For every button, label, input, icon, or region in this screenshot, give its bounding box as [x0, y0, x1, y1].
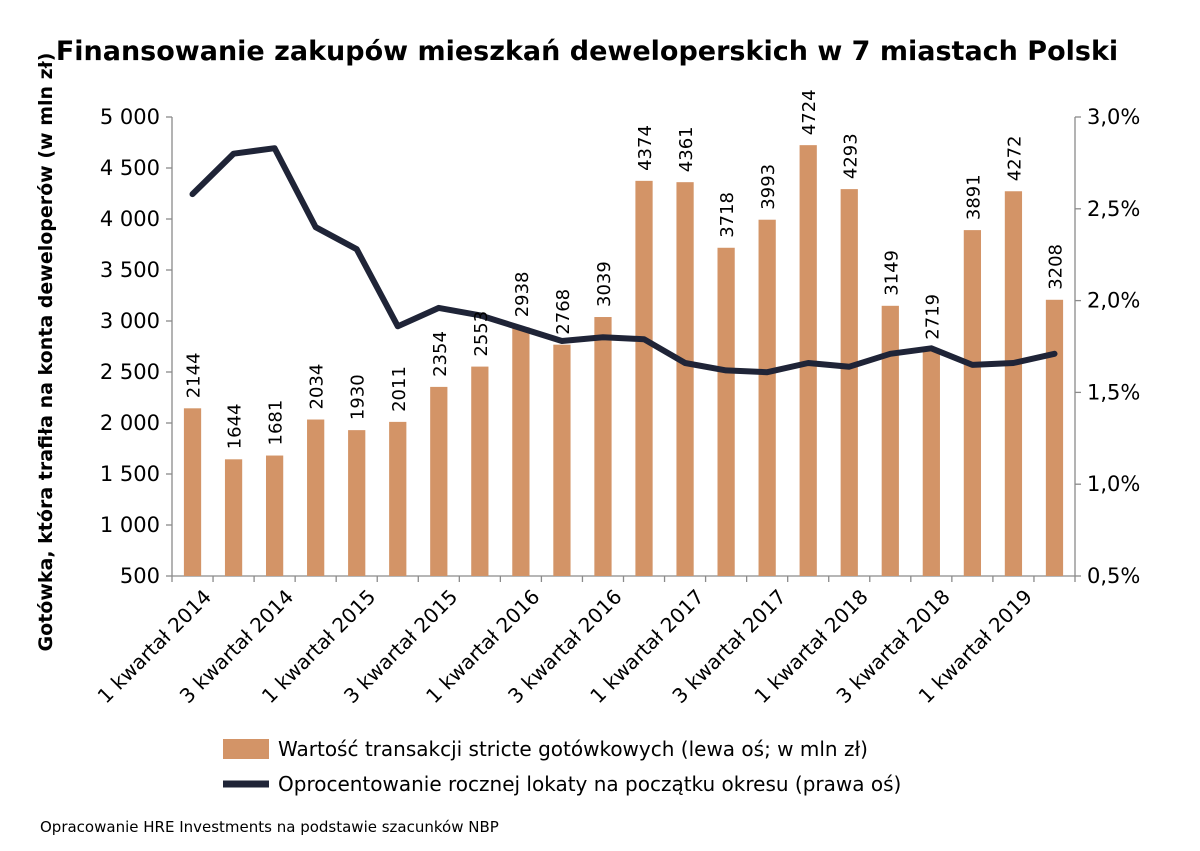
right-tick-label: 2,0% — [1087, 289, 1140, 313]
bar — [1045, 299, 1064, 576]
left-tick-label: 1 500 — [100, 462, 160, 486]
data-label: 4361 — [676, 126, 697, 172]
data-label: 2938 — [512, 271, 533, 317]
data-label: 1681 — [266, 400, 287, 446]
bar — [1004, 191, 1023, 577]
bar — [963, 230, 982, 577]
right-tick-label: 2,5% — [1087, 197, 1140, 221]
axes — [166, 116, 1081, 582]
left-tick-label: 5 000 — [100, 105, 160, 129]
left-tick-label: 1 000 — [100, 513, 160, 537]
left-tick-label: 2 000 — [100, 411, 160, 435]
data-label: 4272 — [1004, 135, 1025, 181]
data-labels: 2144 1644 1681 2034 1930 2011 2354 2553 2938 2768… — [184, 89, 1067, 449]
legend: Wartość transakcji stricte gotówkowych (… — [223, 737, 901, 796]
bar — [553, 344, 571, 576]
data-label: 3149 — [881, 250, 902, 296]
left-tick-label: 500 — [120, 564, 160, 588]
data-label: 3993 — [758, 164, 779, 210]
right-tick-label: 0,5% — [1087, 564, 1140, 588]
bar — [717, 247, 735, 576]
right-tick-label: 3,0% — [1087, 105, 1140, 129]
data-label: 2011 — [389, 366, 410, 412]
bar — [840, 189, 858, 576]
bar — [676, 182, 694, 577]
data-label: 1930 — [348, 374, 369, 420]
bar — [183, 408, 202, 576]
bar — [635, 180, 653, 577]
legend-bar-label: Wartość transakcji stricte gotówkowych (… — [278, 737, 868, 761]
data-label: 4293 — [840, 133, 861, 179]
bar-series — [183, 145, 1064, 577]
data-label: 2768 — [553, 289, 574, 335]
line-series — [189, 145, 1058, 376]
data-label: 2553 — [471, 311, 492, 357]
left-tick-label: 4 500 — [100, 156, 160, 180]
data-label: 2719 — [922, 294, 943, 340]
data-label: 1644 — [225, 403, 246, 449]
bar — [471, 366, 489, 576]
bar — [430, 386, 448, 576]
bar — [265, 455, 284, 576]
left-tick-label: 3 000 — [100, 309, 160, 333]
data-label: 2144 — [184, 352, 205, 398]
left-tick-label: 3 500 — [100, 258, 160, 282]
data-label: 2354 — [430, 331, 451, 377]
right-tick-label: 1,0% — [1087, 472, 1140, 496]
chart-title: Finansowanie zakupów mieszkań dewelopers… — [56, 36, 1118, 67]
legend-bar-swatch — [223, 739, 269, 759]
interest-rate-line — [189, 145, 1058, 376]
data-label: 3039 — [594, 261, 615, 307]
bar — [389, 421, 407, 576]
bar — [512, 327, 530, 576]
left-tick-label: 2 500 — [100, 360, 160, 384]
bar — [307, 419, 325, 576]
legend-line-label: Oprocentowanie rocznej lokaty na początk… — [278, 772, 901, 796]
data-label: 3208 — [1046, 244, 1067, 290]
bar — [881, 305, 899, 576]
bar — [348, 430, 366, 576]
bar — [922, 349, 940, 576]
data-label: 4374 — [635, 125, 656, 171]
right-tick-label: 1,5% — [1087, 380, 1140, 404]
y-axis-label: Gotówka, która trafiła na konta dewelope… — [35, 53, 57, 652]
source-note: Opracowanie HRE Investments na podstawie… — [40, 818, 499, 836]
data-label: 3718 — [717, 192, 738, 238]
data-label: 4724 — [799, 89, 820, 135]
left-tick-label: 4 000 — [100, 207, 160, 231]
data-label: 2034 — [307, 364, 328, 410]
bar — [594, 317, 612, 576]
bar — [224, 459, 243, 576]
bar — [758, 219, 776, 577]
data-label: 3891 — [963, 174, 984, 220]
